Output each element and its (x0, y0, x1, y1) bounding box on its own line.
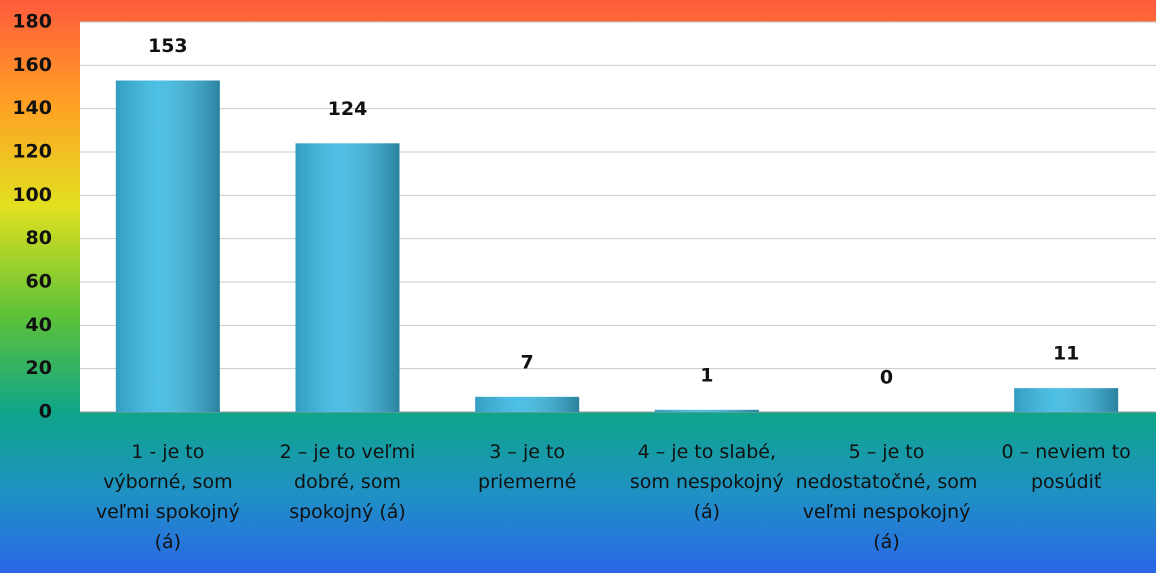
x-tick-label: 4 – je to slabé, som nespokojný (á) (630, 441, 784, 523)
bar-shade (115, 80, 220, 412)
plot-area (80, 22, 1156, 412)
y-tick-label: 120 (12, 141, 52, 163)
value-label: 124 (328, 98, 368, 120)
y-tick-label: 80 (26, 227, 52, 249)
bar-shade (1014, 388, 1119, 412)
x-tick-label: 5 – je to nedostatočné, som veľmi nespokoj… (796, 441, 978, 553)
value-label: 7 (521, 351, 534, 373)
y-tick-label: 180 (12, 11, 52, 33)
value-label: 1 (700, 364, 713, 386)
x-tick-label: 3 – je to priemerné (478, 441, 576, 493)
y-tick-label: 60 (26, 271, 52, 293)
y-tick-label: 20 (26, 357, 52, 379)
value-label: 153 (148, 35, 188, 57)
x-tick-label: 1 - je to výborné, som veľmi spokojný (á) (96, 441, 240, 553)
value-label: 11 (1053, 343, 1079, 365)
bar-shade (295, 143, 400, 413)
bar-shade (654, 409, 759, 412)
y-tick-label: 0 (39, 401, 52, 423)
x-tick-label: 2 – je to veľmi dobré, som spokojný (á) (280, 441, 416, 523)
value-label: 0 (880, 367, 893, 389)
x-tick-label: 0 – neviem to posúdiť (1002, 441, 1131, 493)
y-tick-label: 40 (26, 314, 52, 336)
bar-shade (475, 396, 580, 412)
y-tick-label: 140 (12, 97, 52, 119)
y-tick-label: 160 (12, 54, 52, 76)
y-tick-label: 100 (12, 184, 52, 206)
